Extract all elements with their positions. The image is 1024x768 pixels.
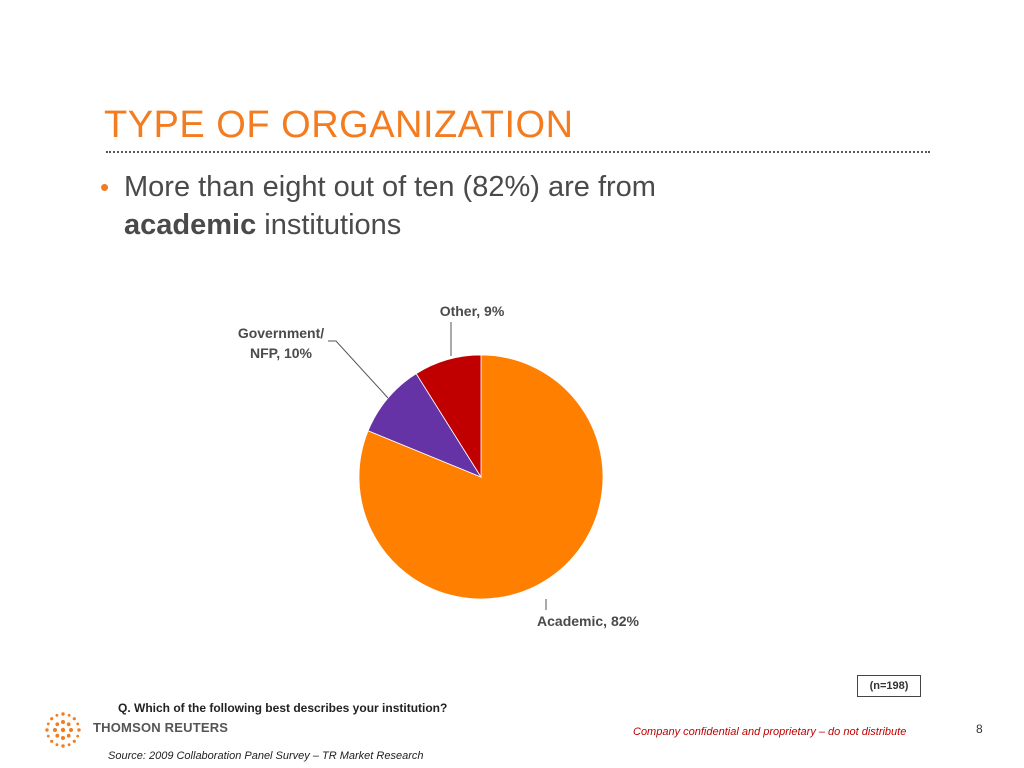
bullet-text-part2: institutions xyxy=(256,209,402,241)
pie-labels: Academic, 82% Government/NFP, 10% Other, 9… xyxy=(238,303,640,629)
confidential-notice: Company confidential and proprietary – d… xyxy=(633,726,907,738)
sample-size-box: (n=198) xyxy=(857,675,921,697)
bullet-text-part1: More than eight out of ten (82%) are fro… xyxy=(124,171,656,203)
pie-label-0: Academic, 82% xyxy=(537,613,639,629)
bullet-text: More than eight out of ten (82%) are fro… xyxy=(124,168,814,244)
dotted-divider xyxy=(106,151,930,153)
bullet-icon: • xyxy=(100,172,110,202)
source-note: Source: 2009 Collaboration Panel Survey … xyxy=(108,750,424,762)
brand-name: THOMSON REUTERS xyxy=(93,720,229,735)
survey-question: Q. Which of the following best describes… xyxy=(118,701,448,715)
bullet-text-bold: academic xyxy=(124,209,257,241)
pie-leader-lines xyxy=(328,322,547,610)
pie-slices xyxy=(358,354,604,600)
slide-title: TYPE OF ORGANIZATION xyxy=(104,104,574,146)
leader-line-1 xyxy=(328,340,389,399)
pie-label-1: Government/NFP, 10% xyxy=(238,325,324,361)
pie-label-2: Other, 9% xyxy=(440,303,505,319)
page-number: 8 xyxy=(976,722,983,736)
pie-slice-1 xyxy=(367,373,482,478)
thomson-reuters-logo-icon xyxy=(45,712,81,748)
pie-slice-2 xyxy=(415,354,482,479)
